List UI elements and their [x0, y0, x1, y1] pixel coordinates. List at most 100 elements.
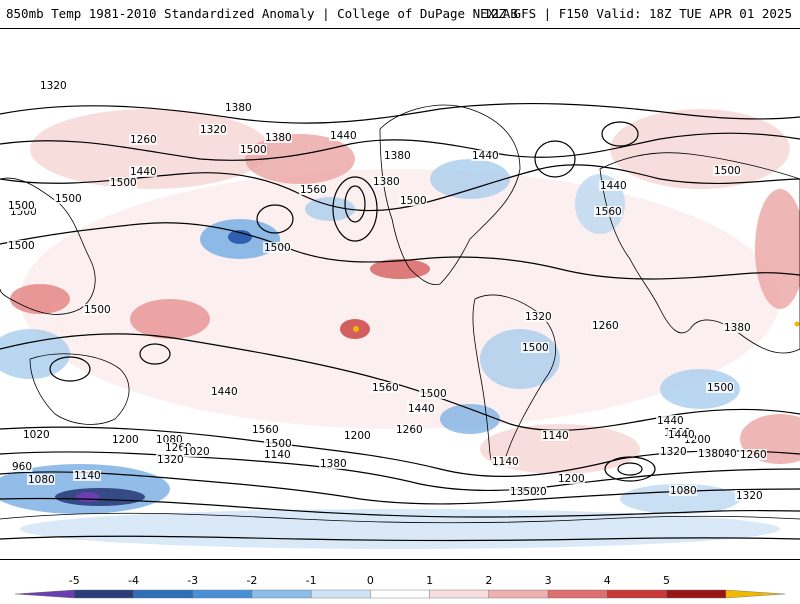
colorbar-swatch [133, 589, 193, 599]
colorbar-tick-label: 0 [367, 574, 374, 587]
contour-label-bg [251, 424, 279, 435]
contour-label: 1320 [200, 124, 227, 136]
contour-label: 1380 [724, 322, 751, 334]
contour-label: 1320 [40, 80, 67, 92]
contour-label-bg [343, 430, 371, 441]
contour-label-bg [395, 424, 423, 435]
contour-label-bg [407, 403, 435, 414]
contour-label: 1500 [8, 240, 35, 252]
contour-label: 1080 [670, 485, 697, 497]
contour-label: 1140 [74, 470, 101, 482]
contour-label-bg [319, 458, 347, 469]
colorbar-svg: -5 -4 -3 -2 -1 0 1 2 3 4 5 [14, 574, 786, 599]
contour-label-bg [541, 430, 569, 441]
contour-label: 1140 [542, 430, 569, 442]
contour-label-bg [156, 454, 184, 465]
contour-label: 1500 [264, 242, 291, 254]
contour-label-bg [210, 386, 238, 397]
contour-label: 1200 [112, 434, 139, 446]
contour-label: 1020 [23, 429, 50, 441]
contour-label-bg [182, 446, 210, 457]
contour-label-bg [739, 449, 767, 460]
contour-label: 1560 [252, 424, 279, 436]
colorbar-swatch [192, 589, 253, 599]
contour-label-bg [7, 200, 35, 211]
contour-label-bg [371, 382, 399, 393]
colorbar-swatches [14, 589, 786, 599]
colorbar-swatch [74, 589, 134, 599]
contour-label-bg [27, 474, 55, 485]
contour-label-bg [383, 150, 411, 161]
colorbar-swatch [429, 589, 490, 599]
contour-label-bg [9, 206, 37, 217]
contour-label-bg [239, 144, 267, 155]
contour-label-bg [263, 449, 291, 460]
contour-label: 1560 [595, 206, 622, 218]
contour-label: 1320 [525, 311, 552, 323]
contour-label: 1500 [714, 165, 741, 177]
contour-label: 1440 [130, 166, 157, 178]
colorbar-tick-label: -2 [246, 574, 257, 587]
colorbar-tick-label: -4 [128, 574, 139, 587]
contour-label-bg [83, 304, 111, 315]
colorbar-tick-label: -1 [306, 574, 317, 587]
colorbar-swatch [488, 589, 549, 599]
colorbar-tick-label: 2 [485, 574, 492, 587]
colorbar: -5 -4 -3 -2 -1 0 1 2 3 4 5 [0, 560, 800, 600]
contour-label: 1440 [211, 386, 238, 398]
contour-label-bg [111, 434, 139, 445]
contour-label-bg [735, 490, 763, 501]
contour-label-bg [594, 206, 622, 217]
contour-label-bg [299, 184, 327, 195]
contour-label: 1440 [668, 429, 695, 441]
contour-label-bg [22, 429, 50, 440]
contour-label-bg [669, 485, 697, 496]
contour-label-bg [372, 176, 400, 187]
colorbar-swatch [370, 589, 430, 599]
contour-label: 1200 [344, 430, 371, 442]
run-info: 12Z GFS | F150 Valid: 18Z TUE APR 01 202… [483, 6, 792, 21]
contour-label: 1560 [372, 382, 399, 394]
contour-label-bg [521, 342, 549, 353]
contour-label: 1380 [320, 458, 347, 470]
contour-label: 1500 [400, 195, 427, 207]
contour-label: 1500 [8, 200, 35, 212]
map-panel: 1320 1380 1260 1320 1380 1440 1500 1560 1500 1440… [0, 28, 800, 560]
colorbar-tick-label: 3 [545, 574, 552, 587]
colorbar-tick-label: -3 [187, 574, 198, 587]
contour-label: 1200 [558, 473, 585, 485]
contour-label-bg [656, 415, 684, 426]
contour-label: 1500 [265, 438, 292, 450]
contour-label-bg [723, 322, 751, 333]
contour-label: 1320 [660, 446, 687, 458]
colorbar-ticks: -5 -4 -3 -2 -1 0 1 2 3 4 5 [69, 574, 670, 587]
contour-label: 1320 [157, 454, 184, 466]
contour-label: 1020 [183, 446, 210, 458]
contour-label-bg [524, 311, 552, 322]
contour-label-bg [109, 177, 137, 188]
colorbar-tick-label: 1 [426, 574, 433, 587]
colorbar-swatch [251, 589, 312, 599]
contour-label: 1140 [264, 449, 291, 461]
colorbar-swatch [310, 589, 371, 599]
contour-label-bg [7, 240, 35, 251]
contour-label: 1500 [707, 382, 734, 394]
map-title: 850mb Temp 1981-2010 Standardized Anomal… [6, 6, 518, 21]
contour-label: 1440 [330, 130, 357, 142]
contour-label-bg [491, 456, 519, 467]
colorbar-tick-label: -5 [69, 574, 80, 587]
contour-label-bg [329, 130, 357, 141]
colorbar-swatch [725, 589, 786, 599]
contour-label: 1500 [84, 304, 111, 316]
contour-label: 1320 [736, 490, 763, 502]
contour-label: 1380 [698, 448, 725, 460]
contour-label-bg [11, 461, 33, 472]
contour-label: 1560 [300, 184, 327, 196]
colorbar-swatch [666, 589, 726, 599]
colorbar-swatch [607, 589, 667, 599]
contour-label-bg [155, 434, 183, 445]
contour-label: 1500 [522, 342, 549, 354]
contour-label: 1080 [28, 474, 55, 486]
contour-label-bg [557, 473, 585, 484]
